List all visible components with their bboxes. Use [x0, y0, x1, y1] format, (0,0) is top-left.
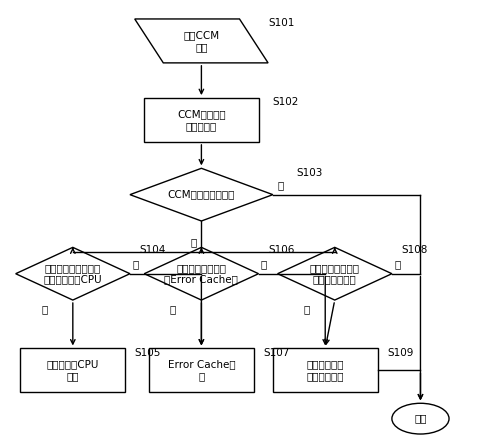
Text: 接收CCM
报文: 接收CCM 报文 — [183, 30, 219, 52]
Ellipse shape — [392, 403, 449, 434]
Polygon shape — [144, 248, 259, 300]
Text: 被错误是否需要发
送快速切换消息: 被错误是否需要发 送快速切换消息 — [310, 263, 360, 285]
Text: S102: S102 — [273, 97, 299, 107]
Text: 是: 是 — [170, 305, 176, 314]
Text: S107: S107 — [263, 348, 290, 358]
FancyBboxPatch shape — [21, 348, 125, 392]
Text: 否: 否 — [132, 259, 138, 269]
Text: S109: S109 — [387, 348, 413, 358]
Text: 否: 否 — [394, 259, 400, 269]
Text: 标记需要快速
切换消息发送: 标记需要快速 切换消息发送 — [307, 359, 344, 381]
Polygon shape — [278, 248, 392, 300]
FancyBboxPatch shape — [144, 98, 259, 142]
Polygon shape — [130, 168, 273, 221]
Text: S101: S101 — [268, 19, 295, 28]
Polygon shape — [135, 19, 268, 63]
Text: 否: 否 — [261, 259, 267, 269]
Text: 被错误是否需要复制
报文并发送至CPU: 被错误是否需要复制 报文并发送至CPU — [44, 263, 102, 285]
Text: S103: S103 — [297, 168, 323, 178]
Text: CCM结果是否有错误: CCM结果是否有错误 — [168, 190, 235, 200]
Text: 结束: 结束 — [414, 414, 427, 423]
Polygon shape — [16, 248, 130, 300]
FancyBboxPatch shape — [273, 348, 377, 392]
FancyBboxPatch shape — [149, 348, 254, 392]
Text: S104: S104 — [139, 244, 166, 255]
Text: 被错误是否需要记
入Error Cache中: 被错误是否需要记 入Error Cache中 — [164, 263, 239, 285]
Text: S105: S105 — [135, 348, 161, 358]
Text: S106: S106 — [268, 244, 295, 255]
Text: 是: 是 — [190, 237, 197, 248]
Text: 是: 是 — [41, 305, 47, 314]
Text: 是: 是 — [303, 305, 309, 314]
Text: CCM报文处理
并产生结果: CCM报文处理 并产生结果 — [177, 109, 226, 131]
Text: Error Cache处
理: Error Cache处 理 — [168, 359, 235, 381]
Text: 发送报文至CPU
处理: 发送报文至CPU 处理 — [46, 359, 99, 381]
Text: S108: S108 — [401, 244, 428, 255]
Text: 否: 否 — [278, 180, 284, 190]
